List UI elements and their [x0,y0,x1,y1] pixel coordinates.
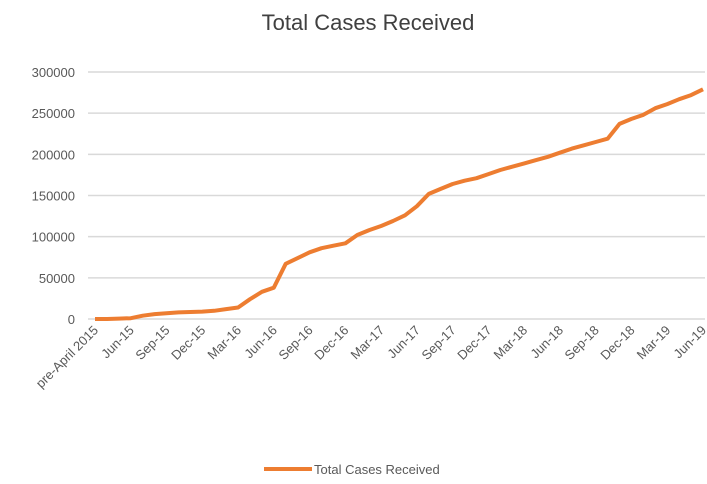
y-tick-label: 150000 [32,189,75,204]
legend-label: Total Cases Received [314,462,440,477]
y-tick-label: 250000 [32,106,75,121]
x-tick-label: Jun-15 [98,323,137,362]
chart-title: Total Cases Received [262,10,475,35]
x-tick-label: Mar-19 [634,323,674,363]
x-tick-label: Sep-18 [562,323,602,363]
x-tick-label: Mar-18 [491,323,531,363]
x-tick-label: Sep-16 [275,323,315,363]
y-tick-label: 50000 [39,271,75,286]
x-tick-label: Jun-18 [527,323,566,362]
x-tick-label: Mar-16 [204,323,244,363]
x-tick-label: Jun-19 [670,323,707,362]
x-tick-label: Dec-16 [311,323,351,363]
x-tick-label: pre-April 2015 [33,323,101,391]
line [95,87,704,321]
x-tick-label: Sep-15 [132,323,172,363]
y-tick-label: 0 [68,312,75,327]
x-tick-label: Jun-17 [384,323,423,362]
y-tick-label: 200000 [32,147,75,162]
x-tick-label: Dec-17 [454,323,494,363]
x-tick-label: Sep-17 [419,323,459,363]
y-tick-label: 300000 [32,65,75,80]
x-tick-label: Dec-18 [597,323,637,363]
x-tick-label: Dec-15 [168,323,208,363]
x-tick-label: Mar-17 [348,323,388,363]
x-tick-label: Jun-16 [241,323,280,362]
y-tick-label: 100000 [32,230,75,245]
